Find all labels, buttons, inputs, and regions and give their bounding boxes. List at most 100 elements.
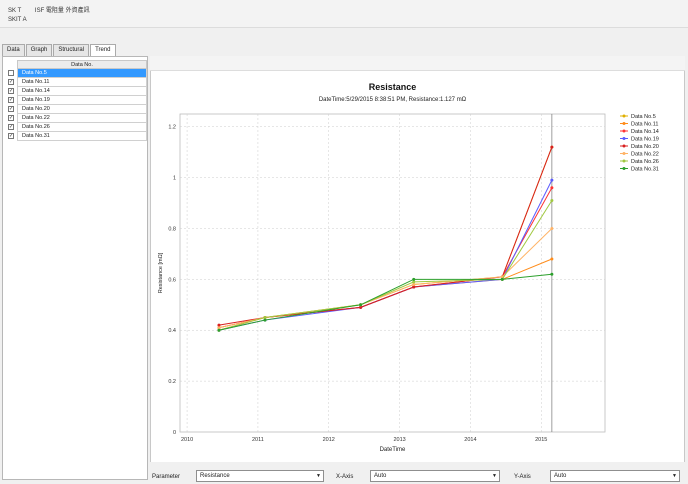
header-text-1: SK T: [8, 8, 22, 14]
legend-label: Data No.31: [631, 167, 659, 173]
row-checkbox[interactable]: ✓: [8, 97, 14, 103]
list-item[interactable]: ✓ Data No.31: [8, 132, 147, 141]
y-tick-label: 0.4: [168, 328, 176, 334]
data-point: [550, 257, 554, 261]
x-tick-label: 2010: [181, 437, 193, 443]
list-item[interactable]: ✓ Data No.11: [8, 78, 147, 87]
y-tick-label: 0.6: [168, 277, 176, 283]
legend-label: Data No.26: [631, 159, 659, 165]
row-label: Data No.22: [22, 115, 50, 121]
row-label: Data No.11: [22, 79, 50, 85]
xaxis-label: X-Axis: [336, 474, 354, 480]
chart-title: Resistance: [369, 82, 417, 92]
header-line-2: SKIT A: [8, 17, 27, 23]
data-point: [217, 328, 221, 332]
row-label: Data No.26: [22, 124, 50, 130]
y-tick-label: 0.2: [168, 379, 176, 385]
y-tick-label: 0.8: [168, 226, 176, 232]
series-line: [218, 273, 552, 331]
y-tick-label: 1: [173, 176, 176, 182]
tab-graph[interactable]: Graph: [25, 44, 53, 56]
data-point: [550, 198, 554, 202]
plot-area: [179, 113, 606, 433]
data-point: [217, 326, 221, 330]
x-tick-label: 2013: [393, 437, 405, 443]
x-tick-label: 2011: [252, 437, 264, 443]
data-point: [217, 323, 221, 327]
parameter-select[interactable]: Resistance ▼: [196, 470, 324, 482]
parameter-value: Resistance: [200, 473, 230, 479]
header-text-2: ISF 電阻量 外資產訊: [34, 8, 90, 14]
tab-structural[interactable]: Structural: [53, 44, 90, 56]
resistance-trend-chart: 0 0.2 0.4 0.6 0.8 1 1.2 2010 2011 2012 2013 2014 201…: [158, 82, 659, 453]
header-line-1: SK T ISF 電阻量 外資產訊: [8, 5, 102, 14]
row-label: Data No.31: [22, 133, 50, 139]
list-item[interactable]: ✓ Data No.22: [8, 114, 147, 123]
row-checkbox[interactable]: ✓: [8, 79, 14, 85]
data-point: [550, 145, 554, 149]
legend-label: Data No.14: [631, 129, 659, 135]
legend-label: Data No.22: [631, 152, 659, 158]
data-point: [263, 316, 267, 320]
tab-trend[interactable]: Trend: [90, 44, 116, 57]
legend-marker: [622, 122, 626, 125]
x-tick-label: 2015: [535, 437, 547, 443]
series-line: [218, 200, 553, 331]
legend-label: Data No.19: [631, 137, 659, 143]
list-item[interactable]: ✓ Data No.19: [8, 96, 147, 105]
legend-marker: [622, 167, 626, 170]
legend-label: Data No.5: [631, 114, 656, 120]
data-point: [550, 272, 554, 276]
yaxis-label: Y-Axis: [514, 474, 531, 480]
row-label: Data No.19: [22, 97, 50, 103]
x-tick-label: 2014: [464, 437, 476, 443]
data-point: [412, 285, 416, 289]
xaxis-value: Auto: [374, 473, 387, 479]
legend-marker: [622, 137, 626, 140]
tab-data[interactable]: Data: [2, 44, 25, 56]
list-item[interactable]: ✓ Data No.26: [8, 123, 147, 132]
list-item[interactable]: ✓ Data No.5: [8, 69, 147, 78]
row-checkbox[interactable]: ✓: [8, 133, 14, 139]
chart-toolbar-strip: [150, 56, 685, 71]
y-tick-label: 1.2: [168, 125, 176, 131]
legend-label: Data No.11: [631, 122, 658, 128]
row-label: Data No.20: [22, 106, 50, 112]
data-point: [500, 277, 504, 281]
parameter-label: Parameter: [152, 474, 181, 480]
row-checkbox[interactable]: ✓: [8, 124, 14, 130]
y-axis-label: Resistance [mΩ]: [158, 252, 164, 293]
y-tick-label: 0: [173, 430, 176, 436]
x-axis-label: DateTime: [380, 447, 406, 453]
row-checkbox[interactable]: ✓: [8, 70, 14, 76]
chevron-down-icon: ▼: [492, 473, 497, 479]
data-point: [550, 226, 554, 230]
list-item[interactable]: ✓ Data No.14: [8, 87, 147, 96]
xaxis-select[interactable]: Auto ▼: [370, 470, 500, 482]
data-point: [412, 280, 416, 284]
data-point: [550, 186, 554, 190]
yaxis-value: Auto: [554, 473, 567, 479]
data-point: [263, 318, 267, 322]
data-point: [412, 277, 416, 281]
row-checkbox[interactable]: ✓: [8, 115, 14, 121]
list-item[interactable]: ✓ Data No.20: [8, 105, 147, 114]
yaxis-select[interactable]: Auto ▼: [550, 470, 680, 482]
legend-marker: [622, 114, 626, 118]
data-point: [550, 178, 554, 182]
row-checkbox[interactable]: ✓: [8, 106, 14, 112]
row-label: Data No.5: [22, 70, 47, 76]
row-label: Data No.14: [22, 88, 50, 94]
chart-subtitle: DateTime:5/29/2015 8:38:51 PM, Resistanc…: [319, 97, 467, 103]
data-list-panel: Data No. ✓ Data No.5 ✓ Data No.11 ✓ Data No.1…: [2, 56, 148, 480]
legend-marker: [622, 129, 626, 133]
chevron-down-icon: ▼: [672, 473, 677, 479]
x-tick-label: 2012: [323, 437, 335, 443]
chevron-down-icon: ▼: [316, 473, 321, 479]
legend-marker: [622, 152, 626, 155]
row-checkbox[interactable]: ✓: [8, 88, 14, 94]
tab-bar: Data Graph Structural Trend: [2, 44, 117, 57]
chart-controls: Parameter Resistance ▼ X-Axis Auto ▼ Y-A…: [150, 462, 685, 482]
legend-marker: [622, 159, 626, 163]
top-header: SK T ISF 電阻量 外資產訊 SKIT A: [0, 0, 688, 28]
